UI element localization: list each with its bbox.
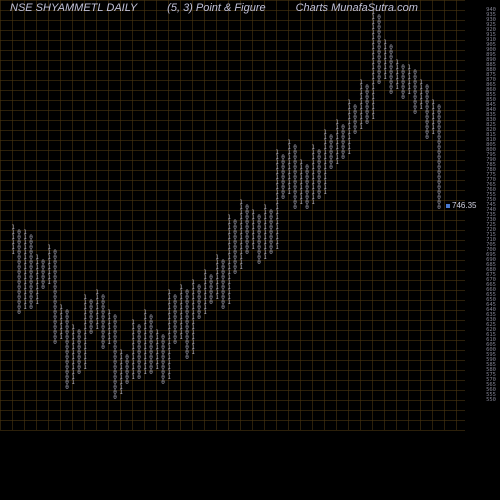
chart-plot-area: 1111110000000000000000011111111111111110… xyxy=(0,0,465,430)
pnf-columns: 1111110000000000000000011111111111111110… xyxy=(0,0,465,430)
current-price-value: 746.35 xyxy=(452,201,476,210)
current-price-marker: 746.35 xyxy=(446,201,476,210)
chart-header: NSE SHYAMMETL DAILY (5, 3) Point & Figur… xyxy=(10,2,490,14)
pnf-column: 000000000000000000000 xyxy=(436,105,442,210)
source-label: Charts MunafaSutra.com xyxy=(296,2,418,14)
symbol-label: NSE SHYAMMETL DAILY xyxy=(10,2,137,14)
marker-dot-icon xyxy=(446,204,450,208)
axis-price-label: 550 xyxy=(486,398,496,403)
params-label: (5, 3) Point & Figure xyxy=(167,2,265,14)
pnf-chart-container: NSE SHYAMMETL DAILY (5, 3) Point & Figur… xyxy=(0,0,500,500)
price-axis: 9409359309259209159109059008958908858808… xyxy=(465,0,500,430)
